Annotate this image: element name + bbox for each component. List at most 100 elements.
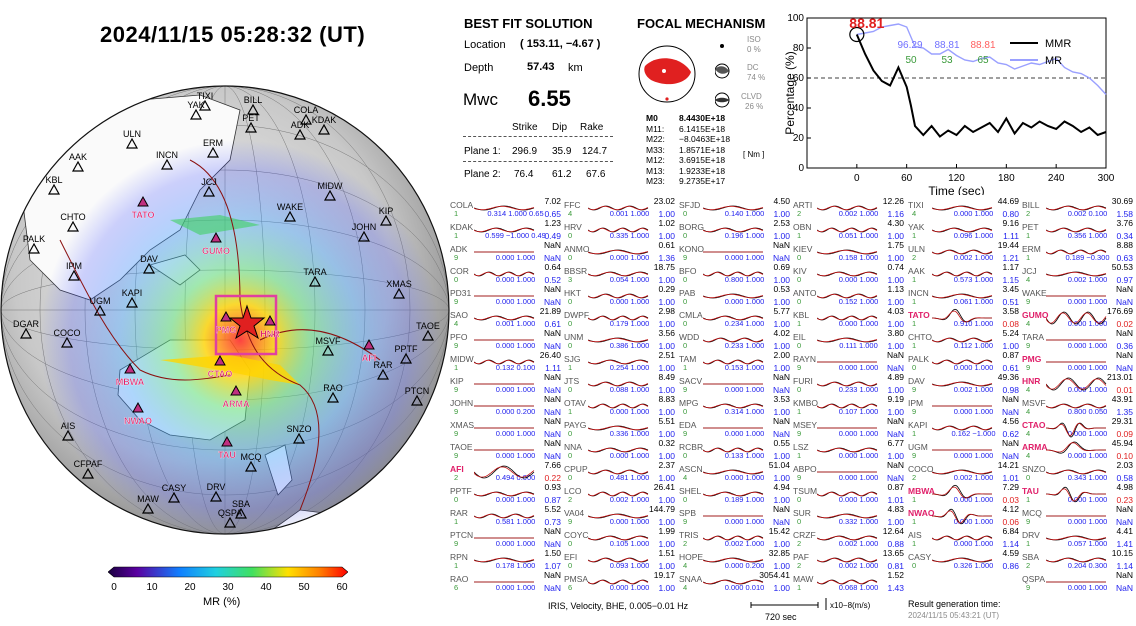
station-label: ADK: [291, 120, 310, 130]
station-mr: 21.89: [539, 306, 561, 316]
station-triangle-icon: [60, 336, 74, 348]
station-cell: COYC 1.99 0 0.105 1.000 1.00: [564, 526, 677, 549]
station-ratio: NaN: [543, 429, 561, 439]
station-triangle-icon: [323, 189, 337, 201]
station-channel: 9: [454, 341, 459, 350]
station-name: AAK: [908, 266, 926, 276]
station-name: SNZO: [1022, 464, 1046, 474]
waveform-trace: [588, 315, 649, 321]
station-ratio: 1.00: [658, 275, 675, 285]
station-shift: 0.000 1.000: [838, 429, 879, 438]
waveform-trace: [932, 359, 993, 365]
station-label: TATO: [132, 210, 155, 220]
station-ratio: 1.01: [887, 495, 904, 505]
station-ratio: 0.10: [1116, 451, 1133, 461]
station-ratio: 0.65: [544, 209, 561, 219]
station-name: ARMA: [1022, 442, 1048, 452]
station-cell: JTS 8.49 0 0.088 1.000 1.00: [564, 372, 677, 395]
station-shift: 0.000 1.000: [609, 407, 650, 416]
station-mr: 0.87: [1002, 350, 1019, 360]
station-mr: NaN: [772, 504, 790, 514]
station-ratio: 1.00: [658, 385, 675, 395]
station-triangle-icon: [299, 113, 313, 125]
station-channel: 4: [1026, 429, 1031, 438]
station-name: CHTO: [908, 332, 932, 342]
station-channel: 0: [912, 561, 917, 570]
station-channel: 1: [1026, 495, 1031, 504]
station-ratio: 1.00: [773, 209, 790, 219]
waveform-trace: [1046, 339, 1106, 341]
station-triangle-icon: [264, 314, 276, 326]
station-triangle-icon: [421, 329, 435, 341]
waveform-trace: [1046, 515, 1106, 517]
station-mr: 0.64: [544, 262, 561, 272]
station-ratio: 1.00: [887, 253, 904, 263]
station-shift: 0.002 1.000: [838, 539, 879, 548]
waveform-trace: [474, 405, 534, 407]
station-channel: 0: [568, 231, 573, 240]
station-triangle-icon: [209, 490, 223, 502]
station-name: HKT: [564, 288, 581, 298]
station-name: BBSR: [564, 266, 588, 276]
station-cell: PAYG 5.51 0 0.336 1.000 1.00: [564, 416, 677, 439]
station-name: SNAA: [679, 574, 703, 584]
station-shift: 0.000 1.000: [724, 385, 765, 394]
station-label: QSPA: [218, 508, 242, 518]
station-name: ANMO: [564, 244, 590, 254]
station-channel: 2: [797, 561, 802, 570]
waveform-trace: [474, 537, 534, 539]
station-ratio: 1.00: [658, 517, 675, 527]
station-ratio: NaN: [772, 253, 790, 263]
station-cell: KONO NaN 9 0.000 1.000 NaN: [679, 240, 792, 263]
waveform-trace: [1046, 377, 1107, 391]
station-channel: 2: [797, 209, 802, 218]
station-triangle-icon: [71, 160, 85, 172]
beachball-icon: [638, 45, 696, 103]
waveform-trace: [1046, 295, 1106, 297]
station-cell: CASY 4.59 0 0.326 1.000 0.86: [908, 548, 1021, 571]
station-mr: 43.91: [1111, 394, 1133, 404]
station-ratio: NaN: [772, 517, 790, 527]
station-shift: 0.132 0.100: [495, 363, 536, 372]
waveform-trace: [932, 449, 992, 451]
station-ratio: 1.00: [658, 473, 675, 483]
waveform-trace: [474, 491, 535, 497]
station-mr: NaN: [772, 240, 790, 250]
peak-label: 88.81: [849, 15, 884, 31]
station-shift: 0.000 1.000: [609, 451, 650, 460]
station-shift: 0.158 1.000: [838, 253, 879, 262]
amp-scale-bar: [825, 598, 827, 610]
station-triangle-icon: [67, 269, 81, 281]
station-mr: NaN: [886, 460, 904, 470]
waveform-trace: [932, 308, 992, 323]
waveform-trace: [817, 491, 878, 497]
station-name: PFO: [450, 332, 468, 342]
station-label: PALK: [23, 234, 45, 244]
station-mr: 3.58: [1002, 306, 1019, 316]
station-channel: 2: [912, 473, 917, 482]
mr-chart: 0 20 40 60 80 100 0 60 120 180 240 300 Time (sec) Per…: [783, 13, 1115, 195]
station-label: MSVF: [315, 336, 341, 346]
station-mr: 4.50: [773, 196, 790, 206]
colorbar-tick: 30: [222, 582, 234, 593]
waveform-trace: [817, 361, 877, 363]
station-triangle-icon: [246, 103, 260, 115]
waveform-trace: [932, 381, 993, 387]
station-shift: 0.233 1.000: [838, 385, 879, 394]
x-tick-label: 300: [1098, 173, 1115, 184]
station-ratio: 0.51: [1002, 297, 1019, 307]
station-channel: 0: [454, 275, 459, 284]
station-shift: 0.000 1.000: [609, 583, 650, 592]
station-cell: AIS 6.84 1 0.000 1.000 1.14: [908, 526, 1021, 549]
station-cell: RAR 5.52 1 0.581 1.000 0.73: [450, 504, 563, 527]
station-triangle-icon: [230, 384, 242, 396]
waveform-trace: [588, 293, 649, 299]
station-name: SJG: [564, 354, 581, 364]
station-mr: 19.17: [653, 570, 675, 580]
station-shift: 0.000 1.000: [724, 517, 765, 526]
station-ratio: NaN: [772, 429, 790, 439]
station-mr: 0.87: [887, 482, 904, 492]
waveform-trace: [932, 205, 993, 211]
station-cell: ARTI 12.26 2 0.002 1.000 1.16: [793, 196, 906, 219]
